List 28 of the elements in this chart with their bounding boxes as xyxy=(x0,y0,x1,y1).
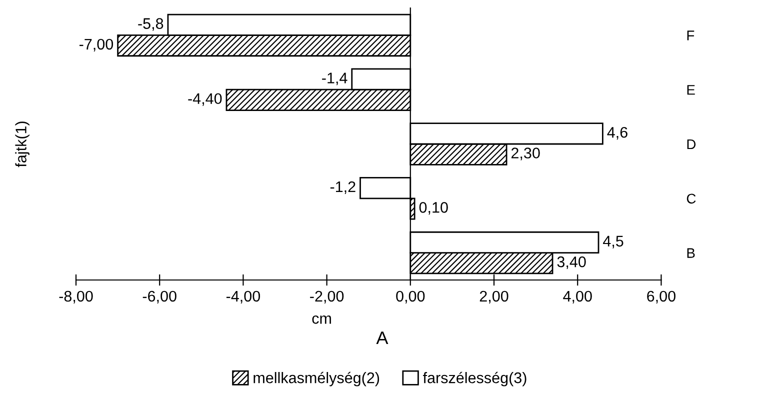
y-tick-label: C xyxy=(686,194,696,204)
x-tick-label: -6,00 xyxy=(142,290,176,304)
x-tick-label: -8,00 xyxy=(59,290,93,304)
x-tick-label: 6,00 xyxy=(647,290,676,304)
y-tick-label: B xyxy=(687,248,695,258)
legend-label: mellkasmélység(2) xyxy=(254,372,380,386)
data-label: -7,00 xyxy=(79,38,114,52)
y-tick-label: D xyxy=(687,139,696,150)
y-tick-label: E xyxy=(687,85,695,95)
x-axis-title: cm xyxy=(312,315,331,324)
y-tick-label: F xyxy=(687,30,694,40)
data-label: -1,2 xyxy=(330,181,356,194)
data-label: 4,5 xyxy=(603,236,624,248)
data-label: 2,30 xyxy=(511,148,540,160)
data-label: -5,8 xyxy=(138,18,164,31)
x-tick-label: 4,00 xyxy=(563,290,592,304)
x-tick-label: -2,00 xyxy=(310,290,344,304)
y-axis-title: fajtk(1) xyxy=(15,122,30,168)
x-tick-label: 0,00 xyxy=(396,290,425,304)
text: A xyxy=(376,332,388,344)
x-tick-label: 2,00 xyxy=(480,290,508,304)
data-label: -4,40 xyxy=(188,93,222,106)
legend-label: farszélesség(3) xyxy=(422,372,526,386)
data-label: 0,10 xyxy=(419,202,448,215)
data-label: -1,4 xyxy=(322,72,348,86)
data-label: 3,40 xyxy=(557,256,586,270)
x-tick-label: -4,00 xyxy=(226,290,260,304)
data-label: 4,6 xyxy=(607,126,628,140)
